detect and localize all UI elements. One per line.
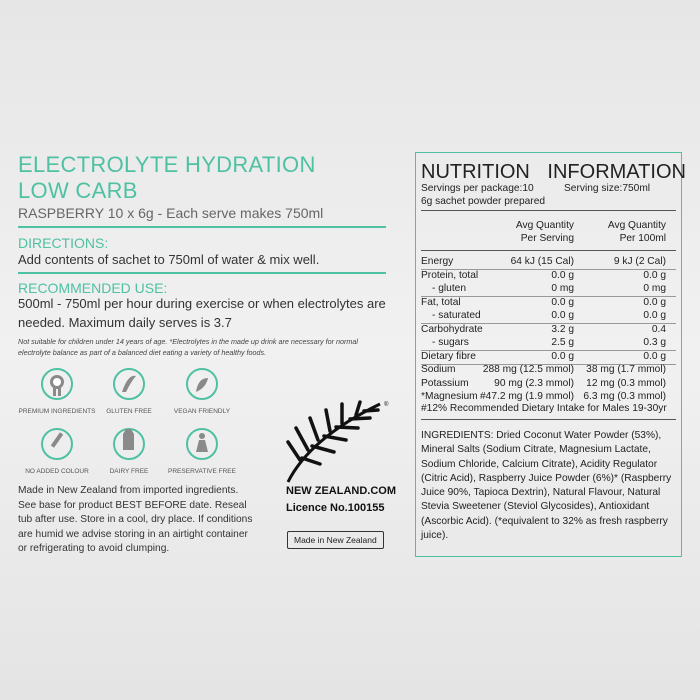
per-serving: 0.0 g bbox=[551, 350, 574, 362]
per-100ml: 0.0 g bbox=[643, 310, 666, 321]
per-100ml: 0 mg bbox=[643, 283, 666, 294]
nutrition-panel: NUTRITION INFORMATION Servings per packa… bbox=[415, 152, 686, 557]
serving-size: Serving size:750ml bbox=[564, 183, 651, 194]
nutrient-name: - sugars bbox=[432, 337, 469, 348]
divider bbox=[421, 419, 676, 420]
title: LOW CARB bbox=[18, 178, 138, 203]
per-serving: 0 mg bbox=[551, 283, 574, 294]
section-heading: DIRECTIONS: bbox=[18, 235, 109, 251]
footnote: Not suitable for children under 14 years… bbox=[18, 337, 358, 357]
per-serving: 288 mg (12.5 mmol) bbox=[482, 364, 574, 375]
per-serving: 0.0 g bbox=[551, 310, 574, 321]
per-100ml: 0.0 g bbox=[643, 350, 666, 362]
nutrition-note: #12% Recommended Dietary Intake for Male… bbox=[421, 403, 667, 414]
row-divider bbox=[421, 296, 676, 297]
badge-icons bbox=[41, 368, 218, 460]
nutrient-name: Fat, total bbox=[421, 296, 461, 308]
ingredients: INGREDIENTS: Dried Coconut Water Powder … bbox=[421, 430, 672, 542]
per-serving: 3.2 g bbox=[551, 323, 574, 335]
badge-label: DAIRY FREE bbox=[109, 468, 149, 475]
divider bbox=[421, 250, 676, 251]
per-serving: 64 kJ (15 Cal) bbox=[510, 256, 574, 267]
per-serving: 0.0 g bbox=[551, 269, 574, 281]
nutrient-name: Sodium bbox=[421, 364, 456, 375]
badge-label: GLUTEN FREE bbox=[106, 408, 152, 415]
row-divider bbox=[421, 363, 676, 365]
nutrient-name: Carbohydrate bbox=[421, 323, 483, 335]
logo-licence: Licence No.100155 bbox=[286, 502, 385, 514]
per-serving: 0.0 g bbox=[551, 296, 574, 308]
per-100ml: 6.3 mg (0.3 mmol) bbox=[583, 391, 666, 402]
badge-label: PRESERVATIVE FREE bbox=[168, 468, 236, 475]
storage-text: Made in New Zealand from imported ingred… bbox=[18, 485, 253, 555]
per-100ml: 9 kJ (2 Cal) bbox=[613, 256, 666, 267]
servings: Servings per package:10 bbox=[421, 183, 534, 194]
nutrient-name: *Magnesium bbox=[421, 391, 478, 402]
divider bbox=[18, 226, 386, 228]
made-in-badge: Made in New Zealand bbox=[287, 531, 384, 549]
per-100ml: 0.3 g bbox=[643, 337, 666, 348]
per-100ml: 38 mg (1.7 mmol) bbox=[586, 364, 666, 375]
nutrient-name: Dietary fibre bbox=[421, 350, 476, 362]
row-divider bbox=[421, 350, 676, 351]
per-100ml: 0.0 g bbox=[643, 269, 666, 281]
column-header: Per 100ml bbox=[619, 233, 666, 244]
nutrient-name: - gluten bbox=[432, 283, 466, 294]
directions-text: Add contents of sachet to 750ml of water… bbox=[18, 252, 320, 267]
svg-text:®: ® bbox=[384, 401, 389, 408]
per-serving: 90 mg (2.3 mmol) bbox=[494, 377, 574, 389]
subtitle: RASPBERRY 10 x 6g - Each serve makes 750… bbox=[18, 205, 324, 221]
badge-label: NO ADDED COLOUR bbox=[25, 468, 89, 475]
nutrient-name: Protein, total bbox=[421, 269, 479, 281]
nutrient-name: Potassium bbox=[421, 377, 469, 389]
fern-logo: ® bbox=[286, 400, 389, 483]
badge-label: VEGAN FRIENDLY bbox=[173, 408, 231, 415]
recommended-text: 500ml - 750ml per hour during exercise o… bbox=[18, 296, 386, 330]
per-serving: 2.5 g bbox=[551, 337, 574, 348]
title: ELECTROLYTE HYDRATION bbox=[18, 152, 316, 177]
per-100ml: 0.0 g bbox=[643, 296, 666, 308]
column-header: Per Serving bbox=[520, 233, 574, 244]
column-header: Avg Quantity bbox=[607, 220, 666, 231]
row-divider bbox=[421, 269, 676, 270]
nutrient-name: Energy bbox=[421, 256, 454, 267]
prepared: 6g sachet powder prepared bbox=[421, 196, 546, 207]
divider bbox=[18, 272, 386, 274]
column-header: Avg Quantity bbox=[515, 220, 574, 231]
divider bbox=[421, 210, 676, 211]
per-100ml: 12 mg (0.3 mmol) bbox=[586, 377, 666, 389]
per-serving: #47.2 mg (1.9 mmol) bbox=[480, 391, 574, 402]
nutrient-name: - saturated bbox=[432, 310, 481, 321]
logo-site: NEW ZEALAND.COM bbox=[286, 485, 396, 497]
per-100ml: 0.4 bbox=[651, 323, 666, 335]
section-heading: RECOMMENDED USE: bbox=[18, 280, 168, 296]
nutrition-title: NUTRITION INFORMATION bbox=[421, 161, 686, 183]
row-divider bbox=[421, 323, 676, 324]
badge-label: PREMIUM INGREDIENTS bbox=[18, 408, 96, 415]
